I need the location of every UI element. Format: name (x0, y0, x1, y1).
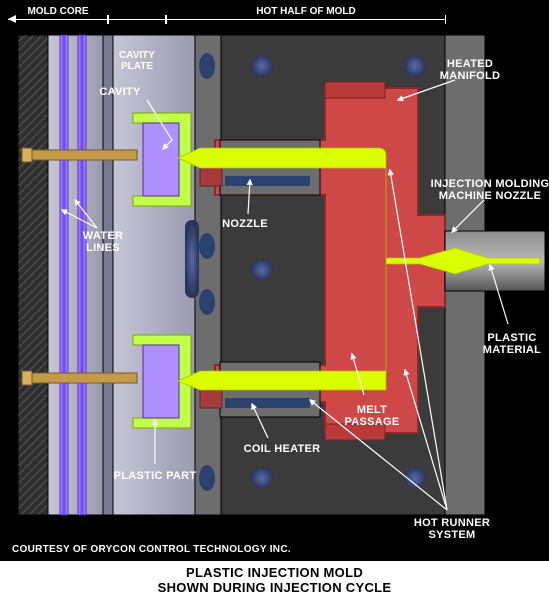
scale-cavity-plate-label: CAVITY PLATE (119, 50, 155, 72)
diagram-canvas: MOLD CORE CAVITY PLATE HOT HALF OF MOLD … (0, 0, 549, 561)
scale-hot-half-label: HOT HALF OF MOLD (256, 6, 355, 17)
scale-mold-core-label: MOLD CORE (27, 6, 88, 17)
guide-pin (185, 220, 199, 298)
title-block: PLASTIC INJECTION MOLD SHOWN DURING INJE… (0, 561, 549, 599)
mold-diagram-svg (0, 0, 549, 561)
scale-cavity-plate: CAVITY PLATE (108, 6, 166, 30)
title-line1: PLASTIC INJECTION MOLD (186, 565, 363, 580)
manifold-top-flange (325, 82, 385, 98)
title-line2: SHOWN DURING INJECTION CYCLE (158, 580, 392, 595)
waterline-core-2 (78, 35, 86, 515)
scale-mold-core: MOLD CORE (8, 6, 108, 30)
spacer-plate (103, 35, 113, 515)
cavity-plate (113, 35, 195, 515)
mold-core (48, 35, 103, 515)
waterline-core-1 (60, 35, 68, 515)
base-back-plate (18, 35, 48, 515)
diagram-frame: MOLD CORE CAVITY PLATE HOT HALF OF MOLD … (0, 0, 549, 599)
scale-row: MOLD CORE CAVITY PLATE HOT HALF OF MOLD (8, 6, 448, 32)
scale-hot-half: HOT HALF OF MOLD (166, 6, 446, 30)
manifold-bottom-flange (325, 424, 385, 440)
